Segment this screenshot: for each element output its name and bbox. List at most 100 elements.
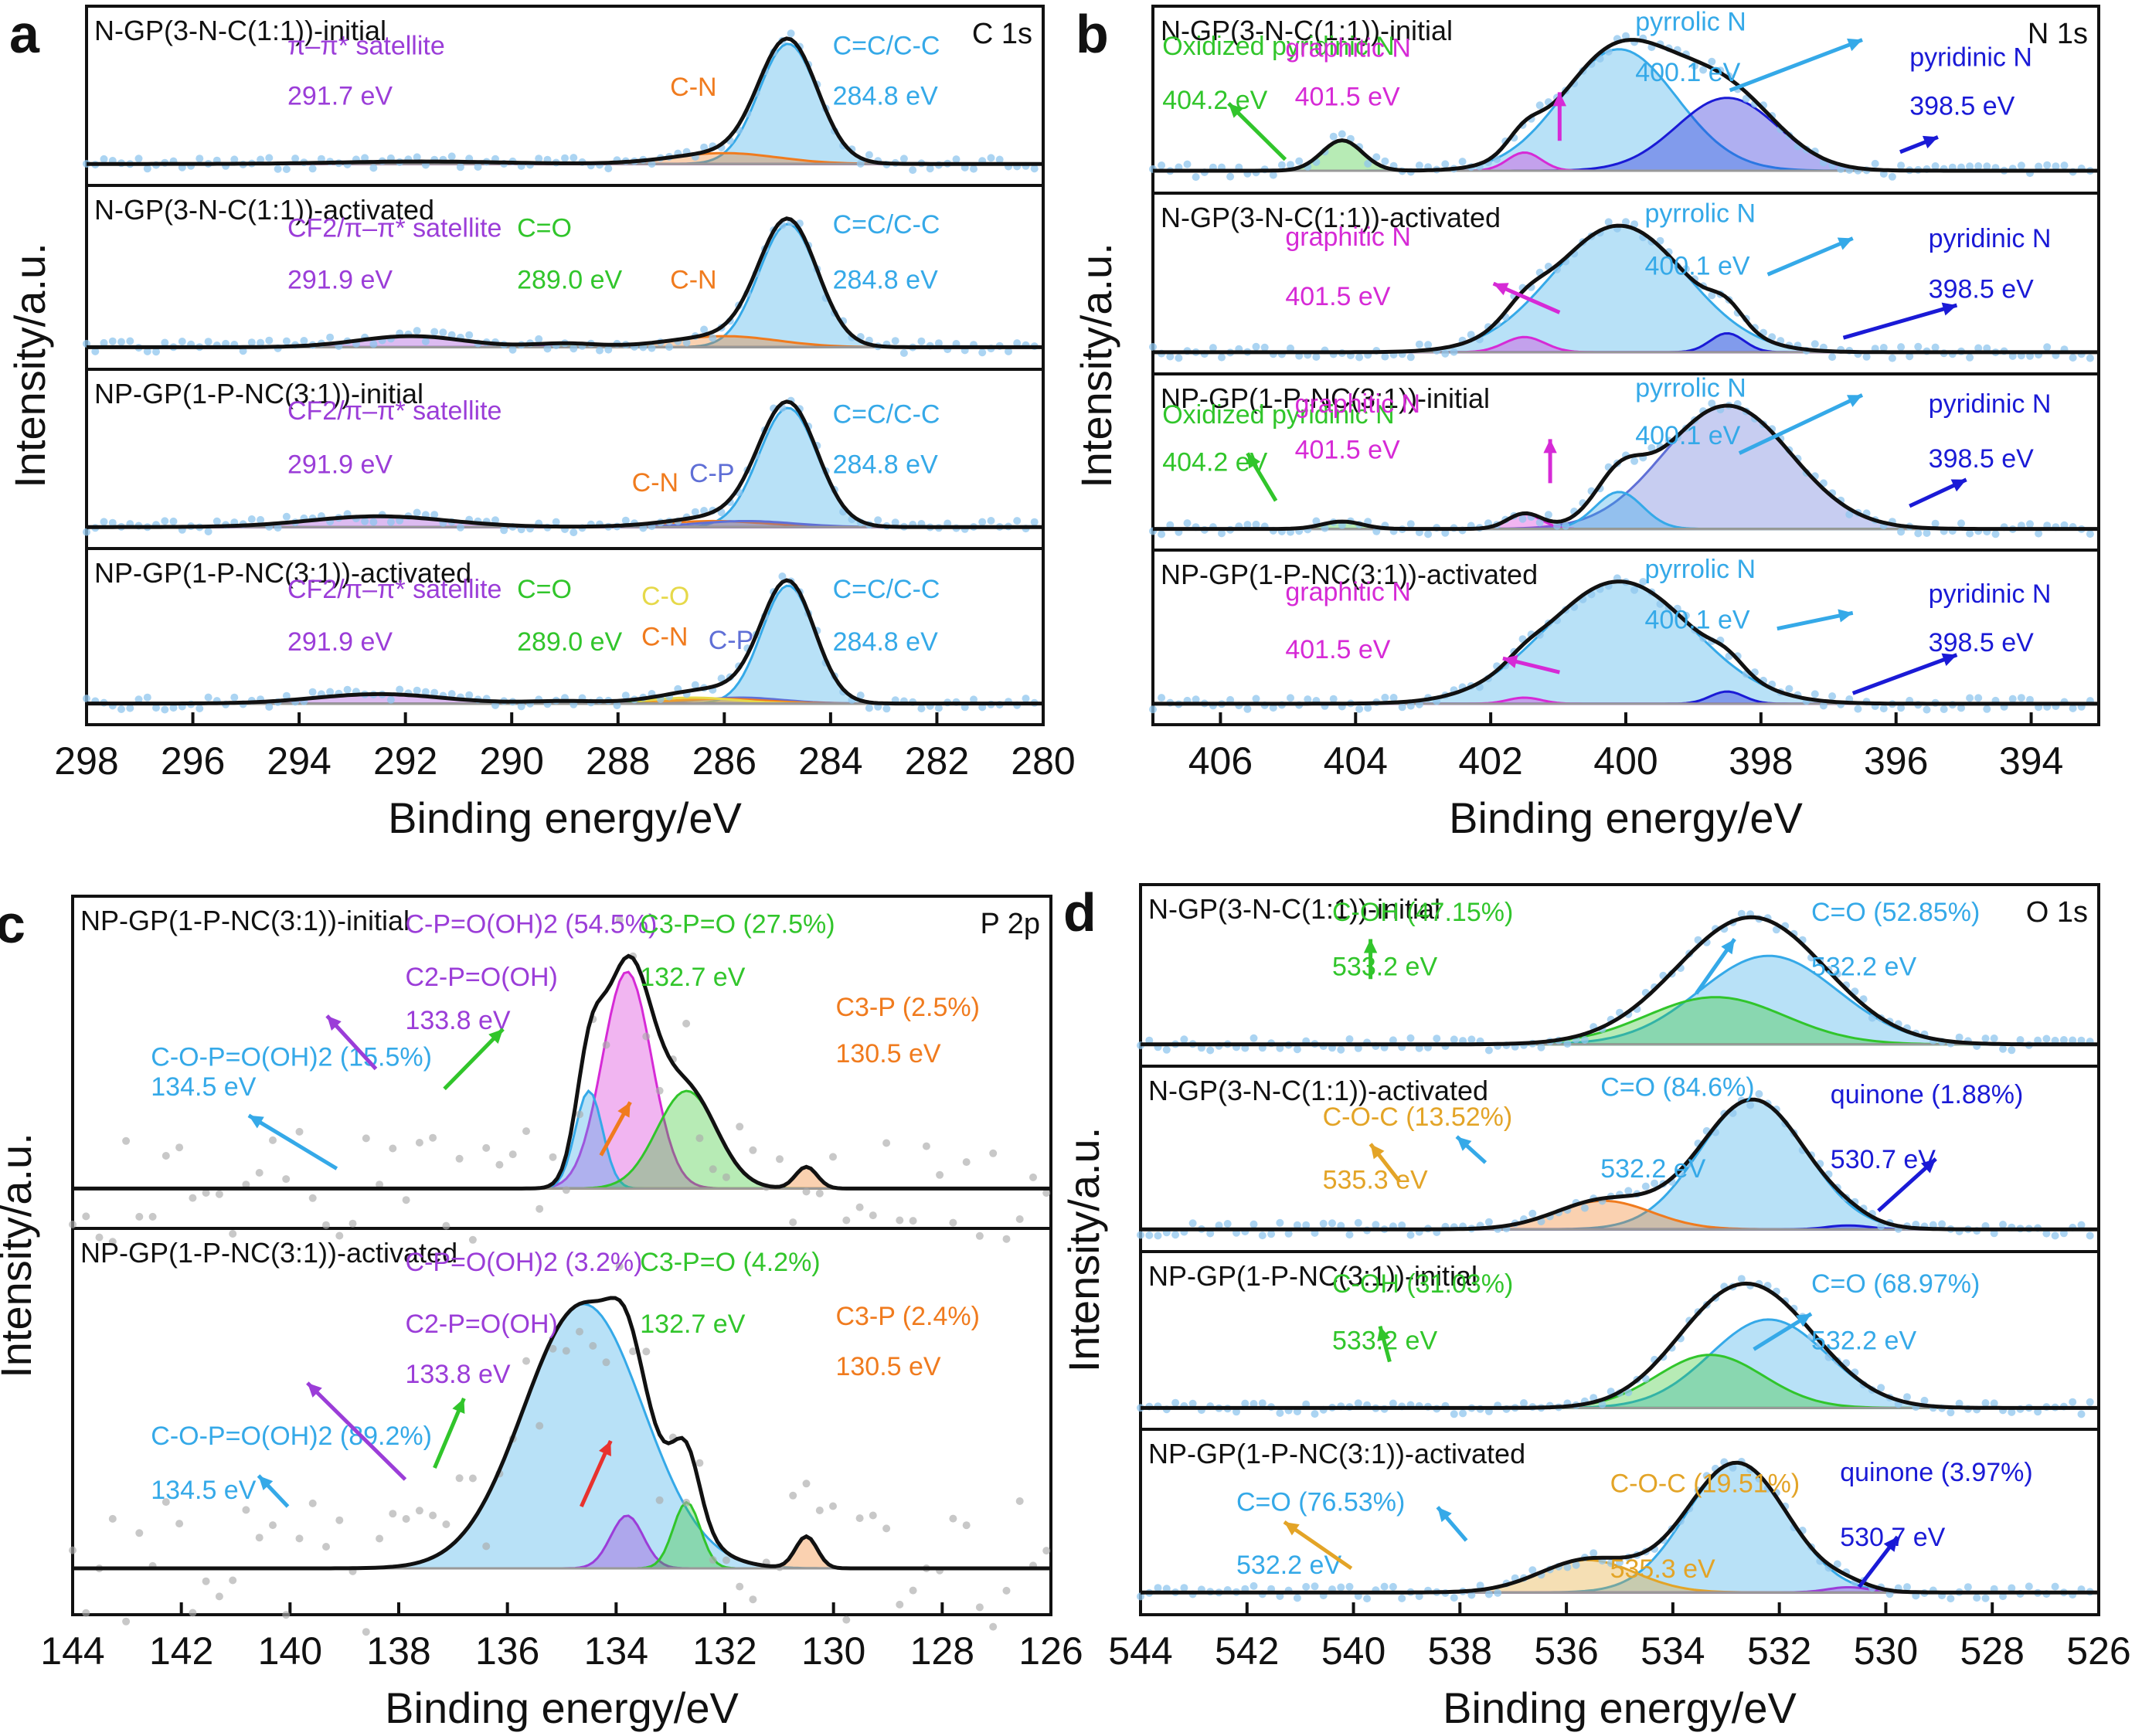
raw-data-point: [604, 345, 613, 354]
fit-envelope: [87, 36, 1043, 166]
peak-annotation: 133.8 eV: [405, 1360, 510, 1389]
x-tick-label: 144: [40, 1629, 104, 1673]
raw-data-point: [1854, 705, 1862, 713]
raw-data-point: [1260, 343, 1269, 352]
raw-data-point: [413, 327, 421, 335]
raw-data-point: [978, 518, 987, 526]
raw-data-point: [482, 1542, 491, 1551]
raw-data-point: [1013, 339, 1022, 348]
raw-data-point: [2051, 1582, 2059, 1591]
raw-data-point: [642, 1347, 651, 1356]
raw-data-point: [1137, 1231, 1144, 1239]
raw-data-point: [552, 518, 560, 526]
raw-data-point: [2069, 704, 2077, 712]
raw-data-point: [1015, 1215, 1024, 1223]
raw-data-point: [386, 518, 395, 526]
raw-data-point: [949, 1218, 957, 1227]
raw-data-point: [455, 1474, 464, 1483]
x-tick-label: 540: [1321, 1629, 1386, 1673]
plot-frame: [85, 5, 1045, 726]
raw-data-point: [1329, 695, 1338, 703]
raw-data-point: [896, 1600, 904, 1609]
peak-annotation: pyrrolic N: [1644, 555, 1756, 584]
peak-annotation: C-P: [689, 459, 735, 488]
raw-data-point: [1528, 1209, 1537, 1218]
raw-data-point: [369, 340, 378, 348]
raw-data-point: [369, 518, 378, 526]
peak-annotation: C=O: [517, 575, 572, 604]
raw-data-point: [1966, 694, 1974, 702]
raw-data-point: [257, 155, 265, 164]
raw-data-point: [1639, 578, 1647, 586]
raw-data-point: [1171, 1231, 1180, 1239]
raw-data-point: [1364, 159, 1372, 168]
raw-data-point: [265, 154, 274, 162]
annotation-arrow: [1738, 393, 1864, 455]
arrow-head: [1921, 1159, 1936, 1174]
raw-data-point: [456, 163, 464, 172]
annotation-arrow: [1766, 236, 1854, 277]
raw-data-point: [161, 338, 169, 347]
raw-data-point: [682, 1498, 691, 1507]
raw-data-point: [604, 165, 613, 173]
raw-data-point: [1002, 1235, 1011, 1243]
peak-annotation: 132.7 eV: [640, 1310, 745, 1339]
raw-data-point: [1624, 1388, 1633, 1397]
raw-data-point: [776, 1155, 784, 1164]
peak-annotation: 289.0 eV: [517, 627, 622, 657]
x-tick-label: 398: [1729, 739, 1793, 783]
peak-annotation: C=O (52.85%): [1811, 898, 1980, 927]
panel-b: b Binding energy/eV Intensity/a.u. N 1s 406 4…: [1072, 4, 2100, 842]
raw-data-point: [1311, 1410, 1319, 1418]
peak-annotation: Oxidized pyridinic N: [1162, 400, 1394, 430]
raw-data-point: [126, 337, 134, 345]
peak-annotation: pyridinic N: [1929, 224, 2052, 253]
raw-data-point: [869, 1511, 877, 1520]
raw-data-point: [2059, 1036, 2068, 1044]
peak-annotation: 398.5 eV: [1929, 444, 2034, 474]
raw-data-point: [682, 338, 691, 347]
raw-data-point: [639, 524, 648, 532]
raw-data-point: [970, 695, 978, 704]
x-tick-label: 128: [910, 1629, 974, 1673]
raw-data-point: [162, 1498, 170, 1507]
raw-data-point: [1746, 1101, 1755, 1109]
raw-data-point: [970, 165, 978, 173]
raw-data-point: [1355, 353, 1364, 362]
panel-label: b: [1076, 4, 1109, 64]
raw-data-point: [1162, 1045, 1171, 1054]
raw-data-point: [117, 338, 125, 346]
raw-data-point: [1450, 1410, 1458, 1418]
raw-data-point: [1544, 511, 1552, 519]
raw-data-point: [1923, 529, 1931, 537]
plot-frame: [1139, 883, 2100, 1616]
x-tick-label: 526: [2066, 1629, 2130, 1673]
raw-data-point: [1651, 1179, 1659, 1187]
raw-data-point: [2042, 1034, 2051, 1043]
raw-data-point: [722, 1556, 730, 1564]
raw-data-point: [2077, 1036, 2086, 1045]
arrow-head: [1721, 939, 1735, 955]
x-tick-label: 136: [475, 1629, 539, 1673]
raw-data-point: [343, 685, 352, 694]
raw-data-point: [442, 1520, 450, 1528]
raw-data-point: [1888, 354, 1896, 362]
peak-annotation: C-O: [641, 582, 689, 611]
x-tick-label: 292: [373, 739, 437, 783]
annotation-arrow: [247, 1113, 338, 1170]
raw-data-point: [152, 348, 160, 356]
raw-data-point: [1180, 1584, 1188, 1592]
raw-data-point: [1981, 1399, 1990, 1407]
raw-data-point: [1433, 1034, 1441, 1043]
peak-annotation: 291.9 eV: [287, 265, 393, 294]
raw-data-point: [1974, 162, 1983, 170]
arrow-head: [307, 1383, 322, 1398]
raw-data-point: [949, 1514, 957, 1523]
raw-data-point: [1699, 66, 1708, 74]
raw-data-point: [1406, 1231, 1415, 1239]
x-tick-label: 294: [267, 739, 331, 783]
raw-data-point: [474, 163, 482, 171]
raw-data-point: [447, 152, 456, 161]
x-tick-label: 298: [54, 739, 118, 783]
